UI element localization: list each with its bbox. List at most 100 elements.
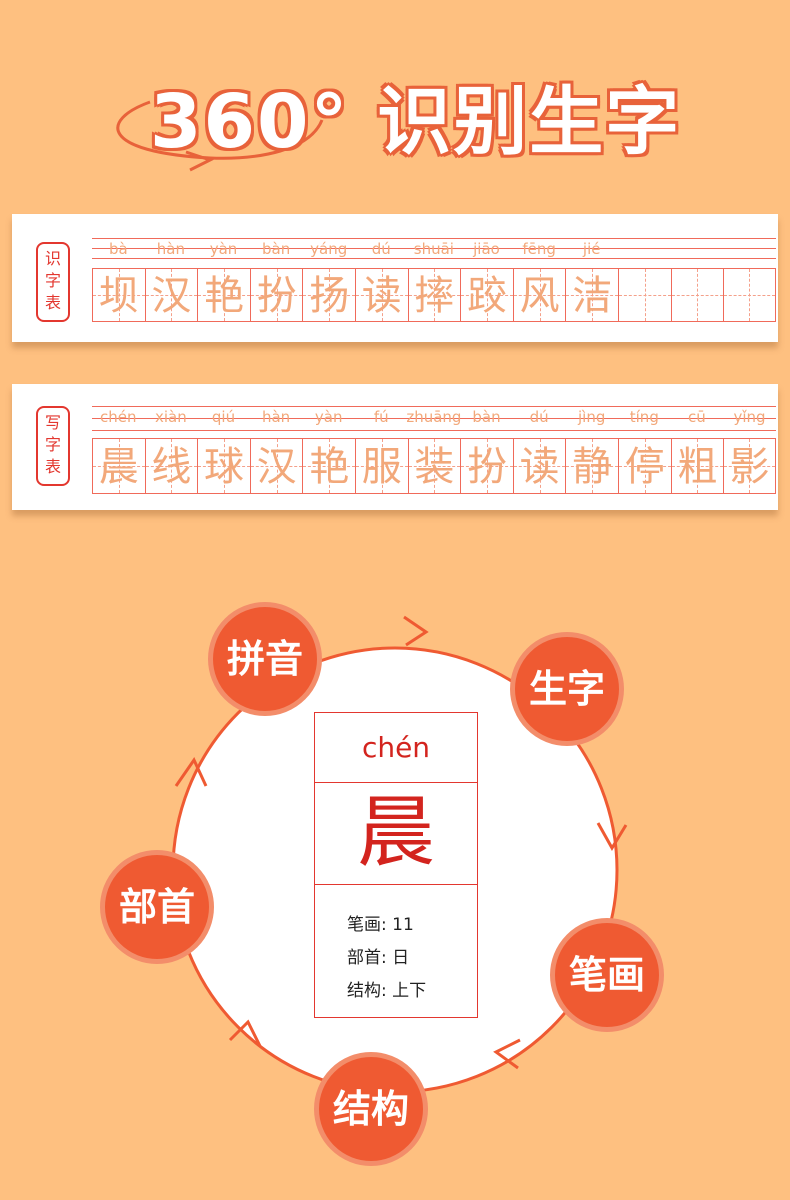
page-title: 360° 识别生字: [150, 79, 682, 165]
pinyin-line: [92, 258, 776, 259]
pinyin-syllable: hàn: [156, 240, 185, 258]
pinyin-band: chén xiàn qiú hàn yàn fú zhuāng bàn dú jìng tíng cū…: [92, 404, 776, 438]
character-cell: 读: [355, 269, 408, 321]
pinyin-syllable: bà: [108, 240, 128, 258]
pinyin-syllable: bàn: [261, 240, 291, 258]
pinyin-syllable: dú: [529, 408, 549, 426]
pinyin-syllable: xiàn: [155, 408, 187, 426]
pinyin-syllable: hàn: [261, 408, 291, 426]
node-structure: 结构: [314, 1052, 428, 1166]
pinyin-band: bà hàn yàn bàn yáng dú shuāi jiāo fēng jié: [92, 236, 776, 266]
pinyin-syllable: cū: [688, 408, 706, 426]
hanzi-character: 跤: [466, 273, 507, 319]
character-cell: 扮: [249, 269, 303, 321]
hanzi-character: 艳: [309, 444, 350, 490]
hanzi-character: 停: [624, 444, 665, 490]
character-cell: 停: [618, 439, 671, 493]
pinyin-line: [92, 248, 776, 249]
header: 360° 识别生字: [0, 0, 790, 200]
character-cell: 服: [355, 439, 408, 493]
pinyin-syllable: jìng: [578, 408, 606, 426]
character-cell: 球: [197, 439, 250, 493]
character-cell: 扮: [460, 439, 513, 493]
character-cell: 汉: [249, 439, 303, 493]
card-pinyin: chén: [315, 713, 477, 783]
hanzi-character: 静: [572, 444, 613, 490]
character-cell: 艳: [302, 439, 355, 493]
pinyin-syllable: dú: [371, 240, 391, 258]
recognize-table-card: 识字表 bà hàn yàn bàn yáng dú shuāi jiāo fēng jié 坝汉…: [12, 214, 778, 342]
pinyin-syllable: fēng: [522, 240, 556, 258]
hanzi-character: 影: [729, 444, 770, 490]
recognize-table-label: 识字表: [36, 242, 70, 322]
character-cell: 晨: [92, 439, 145, 493]
character-cell: 风: [512, 269, 566, 321]
character-row: 坝汉艳扮扬读摔跤风洁: [92, 268, 776, 322]
hanzi-character: 坝: [98, 273, 139, 319]
character-cell: 跤: [460, 269, 513, 321]
info-strokes: 笔画: 11: [347, 915, 414, 935]
pinyin-syllable: bàn: [472, 408, 501, 426]
character-cell: 洁: [565, 269, 618, 321]
info-structure: 结构: 上下: [347, 981, 427, 1001]
title-swirl-icon: [116, 100, 324, 172]
hanzi-character: 服: [361, 444, 402, 490]
hanzi-character: 汉: [256, 444, 297, 490]
node-pinyin: 拼音: [208, 602, 322, 716]
pinyin-line: [92, 238, 776, 239]
pinyin-syllable: zhuāng: [406, 408, 462, 426]
hanzi-character: 艳: [203, 273, 244, 319]
pinyin-syllable: yàn: [209, 240, 238, 258]
pinyin-syllable: yàn: [314, 408, 343, 426]
character-cell: [723, 269, 776, 321]
hanzi-character: 晨: [98, 444, 139, 490]
pinyin-syllable: yáng: [310, 240, 348, 258]
card-character: 晨: [315, 783, 477, 885]
pinyin-syllable: shuāi: [413, 240, 454, 258]
hanzi-character: 装: [414, 444, 455, 490]
character-cell: 读: [512, 439, 566, 493]
character-cell: 艳: [197, 269, 250, 321]
pinyin-syllable: chén: [100, 408, 137, 426]
recognize-grid: bà hàn yàn bàn yáng dú shuāi jiāo fēng jié 坝汉艳扮扬读…: [92, 236, 776, 326]
writing-table-card: 写字表 chén xiàn qiú hàn yàn fú zhuāng bàn dú jìng tí…: [12, 384, 778, 510]
pinyin-line: [92, 430, 776, 431]
pinyin-syllable: tíng: [629, 408, 659, 426]
pinyin-syllable: jié: [582, 240, 601, 258]
pinyin-syllable: yǐng: [733, 408, 766, 426]
hanzi-character: 读: [519, 444, 560, 490]
pinyin-line: [92, 406, 776, 407]
character-row: 晨线球汉艳服装扮读静停粗影: [92, 438, 776, 494]
hanzi-character: 球: [203, 444, 244, 490]
hanzi-character: 读: [361, 273, 402, 319]
pinyin-line: [92, 418, 776, 419]
character-cell: 线: [144, 439, 198, 493]
node-new-char: 生字: [510, 632, 624, 746]
writing-grid: chén xiàn qiú hàn yàn fú zhuāng bàn dú jìng tíng cū…: [92, 404, 776, 496]
info-radical: 部首: 日: [347, 948, 410, 968]
character-cell: 坝: [92, 269, 145, 321]
hanzi-character: 洁: [572, 273, 613, 319]
hanzi-character: 粗: [677, 444, 718, 490]
hanzi-character: 扮: [256, 273, 297, 319]
hanzi-character: 风: [519, 273, 560, 319]
pinyin-syllable: jiāo: [473, 240, 500, 258]
hanzi-character: 线: [151, 444, 192, 490]
hanzi-character: 汉: [151, 273, 192, 319]
character-cell: 静: [565, 439, 618, 493]
character-cell: 汉: [144, 269, 198, 321]
character-card: chén 晨 笔画: 11 部首: 日 结构: 上下: [314, 712, 478, 1018]
hanzi-character: 扮: [466, 444, 507, 490]
character-cell: [670, 269, 724, 321]
character-cell: 摔: [407, 269, 461, 321]
hanzi-character: 摔: [414, 273, 455, 319]
character-cell: 扬: [302, 269, 355, 321]
writing-table-label: 写字表: [36, 406, 70, 486]
character-cell: 影: [723, 439, 776, 493]
hanzi-character: 扬: [309, 273, 350, 319]
character-cell: [618, 269, 671, 321]
card-info: 笔画: 11 部首: 日 结构: 上下: [347, 909, 426, 1008]
character-cell: 粗: [670, 439, 724, 493]
pinyin-syllable: fú: [373, 408, 389, 426]
pinyin-syllable: qiú: [211, 408, 236, 426]
